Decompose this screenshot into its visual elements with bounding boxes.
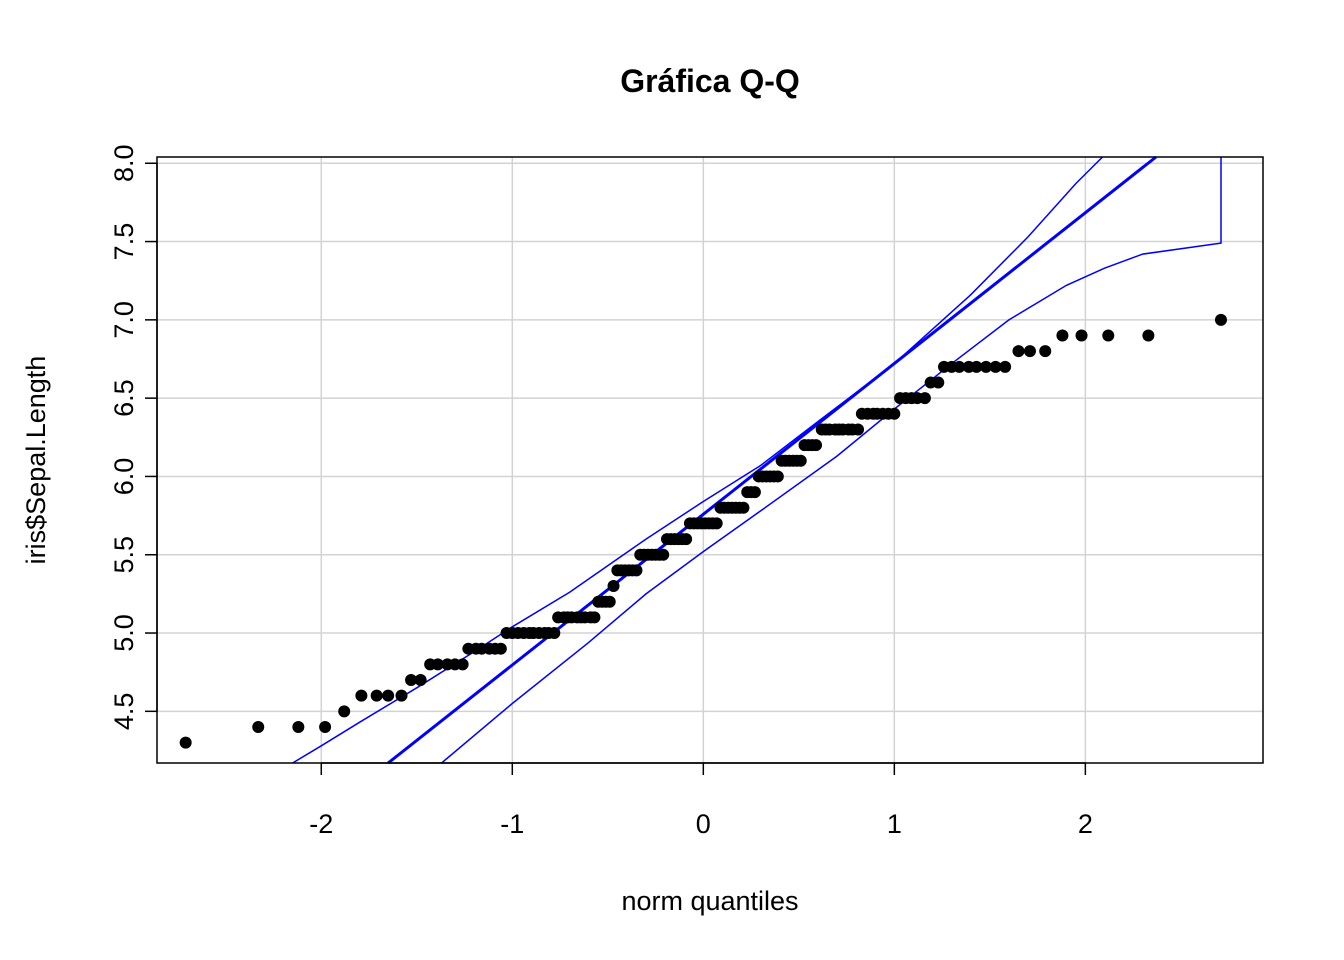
data-point xyxy=(932,376,945,389)
data-point xyxy=(548,627,561,640)
reference-line-path xyxy=(387,155,1157,765)
data-point xyxy=(252,720,265,733)
y-tick-label: 5.5 xyxy=(109,536,139,574)
envelope-lower-path xyxy=(441,157,1222,764)
x-tick-label: 2 xyxy=(1078,809,1093,839)
data-point xyxy=(607,580,620,593)
chart-title: Gráfica Q-Q xyxy=(620,63,800,99)
data-point xyxy=(1012,345,1025,358)
data-point xyxy=(970,360,983,373)
data-point xyxy=(918,392,931,405)
data-point xyxy=(1102,329,1115,342)
x-axis: -2 -1 0 1 2 xyxy=(309,762,1093,839)
confidence-envelope xyxy=(292,156,1222,764)
data-point xyxy=(748,486,761,499)
y-tick-label: 6.5 xyxy=(109,379,139,417)
data-point xyxy=(395,689,408,702)
y-tick-label: 6.0 xyxy=(109,458,139,496)
data-point xyxy=(980,360,993,373)
data-point xyxy=(382,689,395,702)
y-tick-label: 7.5 xyxy=(109,223,139,261)
y-tick-label: 4.5 xyxy=(109,693,139,731)
data-point xyxy=(657,548,670,561)
data-point xyxy=(953,360,966,373)
data-point xyxy=(355,689,368,702)
data-point xyxy=(680,533,693,546)
data-point xyxy=(1075,329,1088,342)
data-point xyxy=(710,517,723,530)
y-tick-label: 8.0 xyxy=(109,144,139,182)
data-points xyxy=(179,313,1227,749)
y-tick-label: 7.0 xyxy=(109,301,139,339)
data-point xyxy=(179,736,192,749)
data-point xyxy=(1023,345,1036,358)
data-point xyxy=(292,720,305,733)
x-axis-label: norm quantiles xyxy=(621,886,798,916)
data-point xyxy=(456,658,469,671)
x-tick-label: 0 xyxy=(696,809,711,839)
data-point xyxy=(319,720,332,733)
data-point xyxy=(1056,329,1069,342)
data-point xyxy=(794,454,807,467)
data-point xyxy=(737,501,750,514)
grid-lines xyxy=(157,157,1263,763)
data-point xyxy=(1214,313,1227,326)
data-point xyxy=(1142,329,1155,342)
y-axis: 4.5 5.0 5.5 6.0 6.5 7.0 7.5 8.0 xyxy=(109,144,158,731)
reference-line xyxy=(387,155,1157,765)
data-point xyxy=(989,360,1002,373)
data-point xyxy=(588,611,601,624)
data-point xyxy=(888,407,901,420)
data-point xyxy=(603,595,616,608)
data-point xyxy=(852,423,865,436)
x-tick-label: -2 xyxy=(309,809,333,839)
data-point xyxy=(771,470,784,483)
data-point xyxy=(405,674,418,687)
y-tick-label: 5.0 xyxy=(109,614,139,652)
data-point xyxy=(414,674,427,687)
x-tick-label: 1 xyxy=(887,809,902,839)
data-point xyxy=(338,705,351,718)
data-point xyxy=(630,564,643,577)
data-point xyxy=(810,439,823,452)
data-point xyxy=(370,689,383,702)
x-tick-label: -1 xyxy=(500,809,524,839)
y-axis-label: iris$Sepal.Length xyxy=(21,356,51,565)
envelope-upper-path xyxy=(292,156,1104,764)
data-point xyxy=(431,658,444,671)
data-point xyxy=(999,360,1012,373)
plot-border xyxy=(156,156,1264,764)
data-point xyxy=(1039,345,1052,358)
data-point xyxy=(494,642,507,655)
